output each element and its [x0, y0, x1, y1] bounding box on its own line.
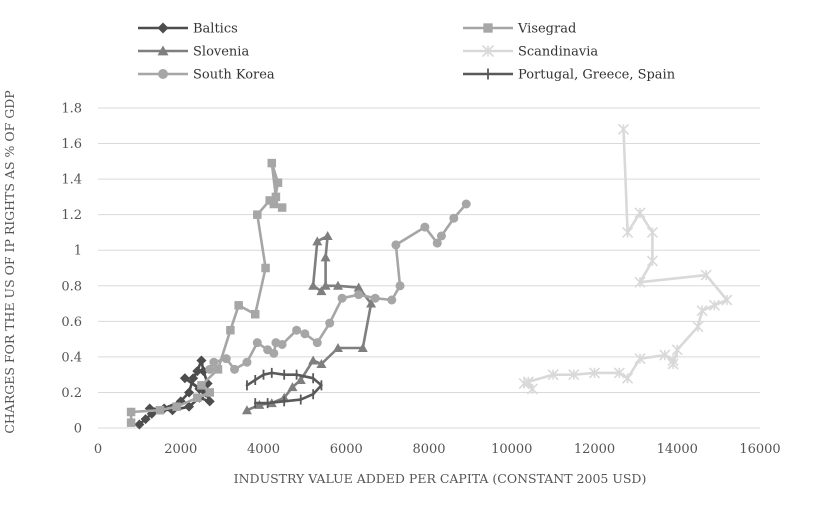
- data-point: [391, 240, 400, 249]
- y-tick-label: 1.2: [61, 208, 82, 223]
- x-axis-title: INDUSTRY VALUE ADDED PER CAPITA (CONSTAN…: [234, 471, 647, 486]
- legend-label: Visegrad: [517, 22, 576, 37]
- series-group: [127, 124, 732, 429]
- y-tick-label: 1.4: [61, 173, 82, 188]
- data-point: [693, 322, 703, 332]
- legend-item: South Korea: [138, 68, 275, 83]
- data-point: [127, 408, 136, 417]
- y-axis-ticks: 0 0.2 0.4 0.6 0.8 1 1.2 1.4 1.6 1.8: [61, 102, 82, 437]
- legend-label: Scandinavia: [518, 45, 598, 60]
- data-point: [270, 200, 279, 209]
- data-point: [647, 256, 657, 266]
- y-tick-label: 0.4: [61, 350, 82, 365]
- data-point: [274, 178, 283, 187]
- data-point: [722, 295, 732, 305]
- y-tick-label: 0.6: [61, 315, 82, 330]
- data-point: [697, 306, 707, 316]
- data-point: [197, 381, 206, 390]
- data-point: [323, 231, 333, 240]
- data-point: [420, 223, 429, 232]
- legend: Baltics Visegrad Slovenia Scandinavia South …: [138, 22, 676, 83]
- data-point: [222, 354, 231, 363]
- data-point: [387, 296, 396, 305]
- gridlines: [98, 108, 760, 428]
- x-tick-label: 4000: [247, 442, 280, 457]
- data-point: [242, 358, 251, 367]
- data-point: [158, 23, 169, 34]
- data-point: [437, 232, 446, 241]
- data-point: [205, 396, 215, 406]
- legend-label: South Korea: [193, 68, 275, 83]
- data-point: [127, 418, 136, 427]
- data-point: [300, 329, 309, 338]
- data-point: [209, 358, 218, 367]
- data-point: [278, 203, 287, 212]
- y-tick-label: 0.2: [61, 386, 82, 401]
- data-point: [269, 349, 278, 358]
- data-point: [172, 402, 181, 411]
- data-point: [647, 227, 657, 237]
- legend-item: Baltics: [138, 22, 238, 37]
- x-tick-label: 10000: [491, 442, 532, 457]
- data-point: [313, 338, 322, 347]
- data-point: [462, 200, 471, 209]
- legend-label: Slovenia: [193, 45, 249, 60]
- x-axis-ticks: 0 2000 4000 6000 8000 10000 12000 14000 16000: [94, 442, 781, 457]
- x-tick-label: 2000: [164, 442, 197, 457]
- data-point: [226, 326, 235, 335]
- data-point: [623, 373, 633, 383]
- y-tick-label: 1.6: [61, 137, 82, 152]
- data-point: [253, 210, 262, 219]
- data-point: [354, 290, 363, 299]
- y-tick-label: 1: [74, 244, 82, 259]
- legend-item: Slovenia: [138, 45, 249, 60]
- data-point: [156, 406, 165, 415]
- data-point: [321, 252, 331, 261]
- series-scandinavia: [519, 124, 732, 394]
- x-tick-label: 16000: [739, 442, 780, 457]
- y-axis-title: CHARGES FOR THE US OF IP RIGHTS AS % OF …: [2, 90, 17, 433]
- data-point: [338, 294, 347, 303]
- legend-item: Visegrad: [463, 22, 576, 37]
- data-point: [635, 208, 645, 218]
- x-tick-label: 6000: [330, 442, 363, 457]
- data-point: [396, 281, 405, 290]
- series-line: [524, 129, 727, 389]
- data-point: [253, 338, 262, 347]
- x-tick-label: 0: [94, 442, 102, 457]
- series-portugal-greece-spain: [247, 368, 321, 408]
- data-point: [261, 264, 270, 273]
- legend-label: Portugal, Greece, Spain: [518, 68, 676, 83]
- data-point: [618, 124, 628, 134]
- legend-item: Portugal, Greece, Spain: [463, 68, 676, 83]
- data-point: [483, 23, 492, 32]
- data-point: [268, 159, 277, 168]
- data-point: [672, 345, 682, 355]
- data-point: [623, 227, 633, 237]
- y-tick-label: 1.8: [61, 102, 82, 117]
- x-tick-label: 12000: [574, 442, 615, 457]
- data-point: [449, 214, 458, 223]
- y-tick-label: 0: [74, 422, 82, 437]
- data-point: [709, 300, 719, 310]
- data-point: [278, 340, 287, 349]
- data-point: [205, 388, 214, 397]
- data-point: [158, 69, 168, 79]
- data-point: [193, 394, 202, 403]
- data-point: [230, 365, 239, 374]
- legend-item: Scandinavia: [463, 45, 598, 60]
- data-point: [371, 294, 380, 303]
- x-tick-label: 14000: [657, 442, 698, 457]
- legend-label: Baltics: [193, 22, 238, 37]
- data-point: [234, 301, 243, 310]
- data-point: [292, 326, 301, 335]
- data-point: [251, 310, 260, 319]
- data-point: [325, 319, 334, 328]
- y-tick-label: 0.8: [61, 279, 82, 294]
- series-slovenia: [242, 231, 376, 414]
- x-tick-label: 8000: [412, 442, 445, 457]
